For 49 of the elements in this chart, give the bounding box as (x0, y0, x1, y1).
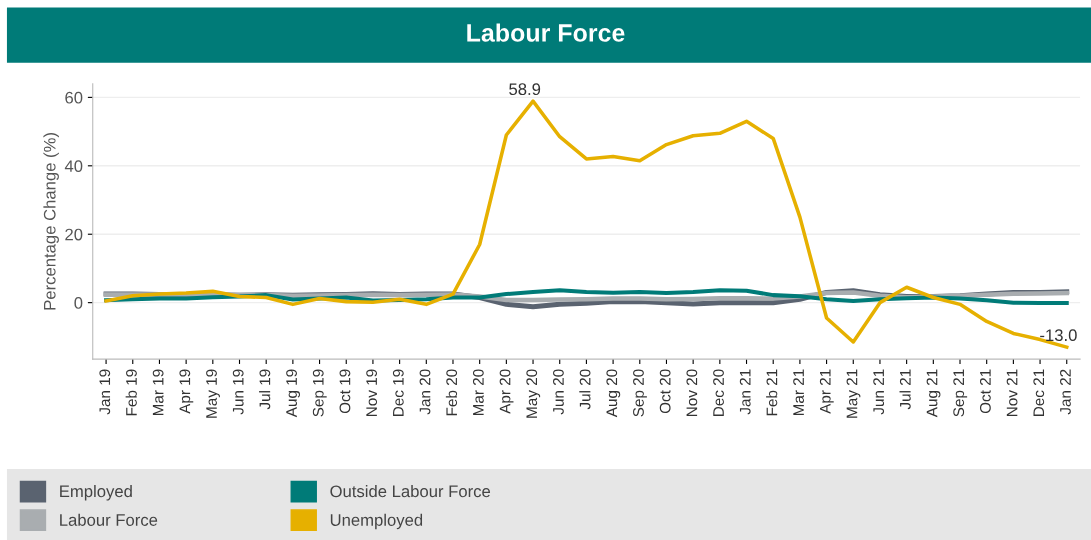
x-tick-label: Oct 21 (979, 369, 991, 414)
x-tick-label: Mar 20 (472, 369, 484, 416)
x-tick-label: Jan 22 (1060, 369, 1071, 415)
x-tick-label: Mar 19 (152, 369, 164, 416)
x-tick-label: Jan 19 (99, 369, 111, 415)
legend-label: Outside Labour Force (330, 484, 491, 498)
x-tick-label: Oct 19 (339, 369, 351, 414)
x-tick-label: Jul 21 (899, 369, 911, 410)
legend-label: Employed (60, 484, 132, 501)
x-tick-label: Feb 19 (125, 369, 137, 416)
x-tick-label: Jun 21 (873, 369, 885, 415)
x-tick-label: Aug 20 (606, 369, 621, 418)
x-tick-label: Apr 19 (179, 369, 194, 414)
x-tick-label: Sep 21 (953, 369, 968, 417)
x-tick-label: Feb 20 (445, 369, 458, 416)
x-tick-label: Apr 21 (819, 369, 834, 414)
x-tick-label: Jun 19 (232, 369, 244, 415)
y-tick-label: 20 (65, 228, 83, 241)
x-tick-label: Apr 20 (499, 369, 514, 414)
annotation: -13.0 (1040, 329, 1077, 342)
x-tick-label: Oct 20 (659, 369, 671, 414)
y-tick-label: 40 (64, 160, 83, 173)
x-tick-label: May 19 (206, 369, 220, 418)
x-tick-label: May 21 (846, 369, 861, 418)
x-tick-label: Nov 20 (686, 369, 698, 416)
y-tick-label: 60 (65, 91, 83, 104)
x-tick-label: Feb 21 (766, 369, 778, 416)
x-tick-label: Jun 20 (553, 369, 564, 415)
x-tick-label: Nov 19 (366, 369, 378, 416)
chart-title: Labour Force (467, 23, 625, 42)
y-axis-title: Percentage Change (%) (43, 133, 59, 310)
x-tick-label: Mar 21 (793, 369, 804, 416)
x-tick-label: Nov 21 (1006, 369, 1018, 416)
y-tick-label: 0 (74, 297, 83, 309)
legend-label: Labour Force (60, 513, 158, 526)
x-tick-label: Aug 21 (926, 369, 941, 418)
x-tick-label: Jan 21 (739, 369, 751, 415)
x-tick-label: Jan 20 (419, 369, 431, 415)
x-tick-label: Dec 19 (392, 369, 404, 416)
legend-label: Unemployed (330, 513, 423, 530)
x-tick-label: Sep 20 (633, 369, 647, 417)
x-tick-label: Sep 19 (312, 369, 327, 417)
x-tick-label: Jul 20 (579, 369, 591, 410)
x-tick-label: Aug 19 (286, 369, 300, 418)
x-tick-label: Dec 20 (713, 369, 724, 416)
annotation: 58.9 (509, 83, 541, 96)
x-tick-label: Jul 19 (259, 369, 271, 410)
x-tick-label: Dec 21 (1033, 369, 1045, 416)
x-tick-label: May 20 (526, 369, 541, 418)
